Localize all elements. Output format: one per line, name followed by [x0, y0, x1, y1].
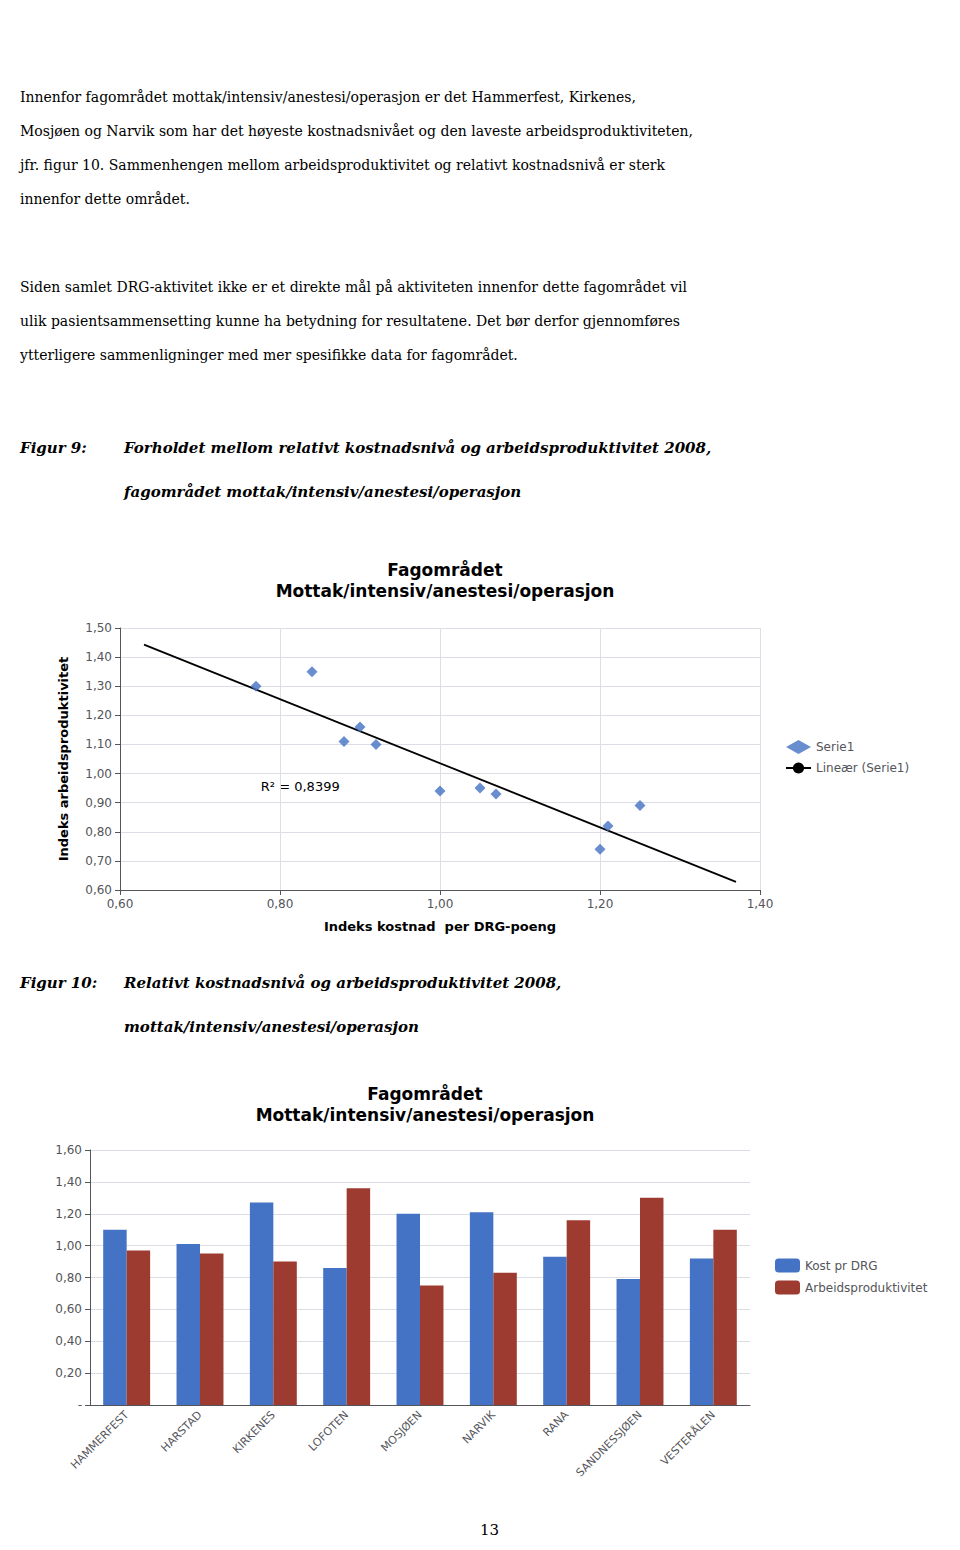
- svg-text:Lineær (Serie1): Lineær (Serie1): [816, 761, 909, 775]
- svg-text:0,60: 0,60: [85, 883, 112, 897]
- svg-text:0,60: 0,60: [107, 897, 134, 911]
- svg-text:Mosjøen og Narvik som har det: Mosjøen og Narvik som har det høyeste ko…: [20, 123, 693, 139]
- svg-text:1,40: 1,40: [747, 897, 774, 911]
- svg-text:jfr. figur 10. Sammenhengen me: jfr. figur 10. Sammenhengen mellom arbei…: [18, 157, 666, 173]
- svg-text:1,50: 1,50: [85, 621, 112, 635]
- svg-text:0,80: 0,80: [55, 1271, 82, 1285]
- svg-text:R² = 0,8399: R² = 0,8399: [261, 779, 340, 794]
- svg-text:1,00: 1,00: [427, 897, 454, 911]
- svg-text:HARSTAD: HARSTAD: [158, 1408, 204, 1454]
- svg-text:Indeks kostnad per DRG-poeng: Indeks kostnad per DRG-poeng: [324, 919, 556, 934]
- svg-text:1,40: 1,40: [55, 1175, 82, 1189]
- svg-text:ulik pasientsammensetting kunn: ulik pasientsammensetting kunne ha betyd…: [20, 313, 680, 329]
- svg-text:0,80: 0,80: [85, 825, 112, 839]
- svg-text:1,00: 1,00: [85, 767, 112, 781]
- svg-text:RANA: RANA: [541, 1408, 572, 1439]
- svg-text:1,20: 1,20: [587, 897, 614, 911]
- svg-text:0,40: 0,40: [55, 1334, 82, 1348]
- svg-text:1,40: 1,40: [85, 650, 112, 664]
- svg-text:Arbeidsproduktivitet: Arbeidsproduktivitet: [805, 1281, 928, 1295]
- svg-text:Figur 9:: Figur 9:: [19, 439, 87, 457]
- svg-text:Figur 10:: Figur 10:: [19, 974, 97, 992]
- svg-text:0,60: 0,60: [55, 1302, 82, 1316]
- svg-text:Mottak/intensiv/anestesi/opera: Mottak/intensiv/anestesi/operasjon: [256, 1105, 595, 1125]
- svg-text:Serie1: Serie1: [816, 740, 854, 754]
- svg-text:Siden samlet DRG-aktivitet ikk: Siden samlet DRG-aktivitet ikke er et di…: [20, 279, 688, 295]
- svg-text:0,90: 0,90: [85, 796, 112, 810]
- svg-text:Fagområdet: Fagområdet: [367, 1083, 482, 1104]
- svg-text:mottak/intensiv/anestesi/opera: mottak/intensiv/anestesi/operasjon: [124, 1018, 419, 1036]
- svg-text:0,80: 0,80: [267, 897, 294, 911]
- svg-text:Innenfor fagområdet mottak/int: Innenfor fagområdet mottak/intensiv/anes…: [20, 89, 636, 105]
- svg-text:Indeks arbeidsproduktivitet: Indeks arbeidsproduktivitet: [56, 657, 71, 862]
- svg-text:Mottak/intensiv/anestesi/opera: Mottak/intensiv/anestesi/operasjon: [276, 581, 615, 601]
- svg-text:LOFOTEN: LOFOTEN: [306, 1408, 351, 1453]
- svg-text:1,60: 1,60: [55, 1143, 82, 1157]
- svg-text:HAMMERFEST: HAMMERFEST: [68, 1408, 131, 1471]
- svg-text:13: 13: [480, 1521, 499, 1539]
- svg-text:1,10: 1,10: [85, 737, 112, 751]
- svg-text:1,30: 1,30: [85, 679, 112, 693]
- svg-text:ytterligere sammenligninger me: ytterligere sammenligninger med mer spes…: [19, 347, 518, 363]
- svg-text:NARVIK: NARVIK: [460, 1408, 499, 1447]
- svg-text:Relativt kostnadsnivå og arbei: Relativt kostnadsnivå og arbeidsprodukti…: [123, 974, 561, 992]
- svg-text:fagområdet mottak/intensiv/ane: fagområdet mottak/intensiv/anestesi/oper…: [123, 483, 521, 501]
- svg-text:Forholdet mellom relativt kost: Forholdet mellom relativt kostnadsnivå o…: [123, 439, 711, 457]
- svg-text:SANDNESSJØEN: SANDNESSJØEN: [574, 1408, 645, 1479]
- svg-text:1,20: 1,20: [85, 708, 112, 722]
- svg-text:KIRKENES: KIRKENES: [230, 1408, 278, 1456]
- svg-text:-: -: [78, 1398, 82, 1412]
- svg-text:innenfor dette området.: innenfor dette området.: [20, 191, 190, 207]
- svg-text:0,70: 0,70: [85, 854, 112, 868]
- svg-text:1,00: 1,00: [55, 1239, 82, 1253]
- svg-text:VESTERÅLEN: VESTERÅLEN: [658, 1408, 718, 1468]
- svg-text:MOSJØEN: MOSJØEN: [379, 1408, 425, 1454]
- svg-text:1,20: 1,20: [55, 1207, 82, 1221]
- svg-text:Kost pr DRG: Kost pr DRG: [805, 1259, 878, 1273]
- svg-text:Fagområdet: Fagområdet: [387, 559, 502, 580]
- svg-text:0,20: 0,20: [55, 1366, 82, 1380]
